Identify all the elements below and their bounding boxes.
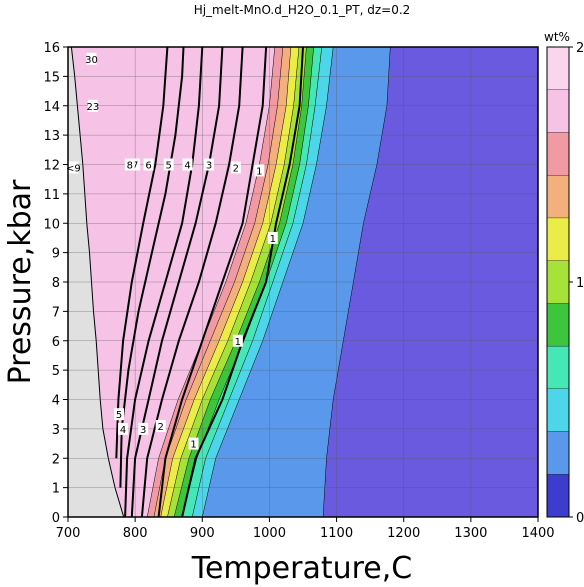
- y-tick-label-11: 11: [43, 188, 60, 203]
- colorbar-tick-label-2: 2: [576, 41, 584, 56]
- y-tick-label-13: 13: [43, 129, 60, 144]
- y-tick-label-4: 4: [52, 394, 60, 409]
- contour-line-1: [157, 46, 268, 518]
- contour-label-bg-13: [130, 158, 141, 171]
- x-tick-label-3: 1000: [253, 526, 286, 541]
- y-tick-label-1: 1: [52, 482, 60, 497]
- contour-label-bg-1: [267, 231, 278, 244]
- contour-line-3: [130, 46, 224, 518]
- colorbar-ticks: 0 1 2: [569, 41, 584, 526]
- x-tick-label-2: 900: [190, 526, 215, 541]
- colorbar-swatch-7: [546, 175, 570, 219]
- contour-label-bg-10: [163, 158, 174, 171]
- contour-label-bg-5: [155, 419, 166, 432]
- colorbar-swatch-2: [546, 388, 570, 432]
- colorbar-swatch-3: [546, 345, 570, 389]
- y-tick-label-6: 6: [52, 335, 60, 350]
- contour-label-bg-7: [138, 422, 149, 435]
- colorbar-label: wt%: [544, 30, 570, 44]
- colorbar-swatch-5: [546, 260, 570, 304]
- contour-line-2: [140, 46, 244, 518]
- x-tick-label-4: 1100: [320, 526, 353, 541]
- contour-label-13: 7: [132, 161, 138, 172]
- contour-label-bg-9: [118, 422, 129, 435]
- y-tick-label-3: 3: [52, 423, 60, 438]
- contour-label-7: 3: [140, 425, 146, 436]
- contour-label-bg-12: [143, 158, 154, 171]
- contour-label-bg-6: [204, 158, 214, 171]
- contour-label-bg-3: [188, 437, 199, 450]
- x-axis-ticks: 700 800 900 1000 1100 1200 1300 1400: [56, 517, 555, 541]
- colorbar: 0 1 2 wt%: [544, 30, 584, 526]
- y-tick-label-2: 2: [52, 452, 60, 467]
- colorbar-tick-label-1: 1: [576, 276, 584, 291]
- colorbar-swatch-8: [546, 132, 570, 176]
- colorbar-swatch-4: [546, 303, 570, 347]
- contour-line-6: [115, 46, 169, 459]
- contour-line-0: [181, 46, 304, 518]
- colorbar-swatch-1: [546, 431, 570, 475]
- contour-label-17: <9: [66, 163, 81, 174]
- contour-label-16: 30: [85, 55, 98, 66]
- contour-label-10: 5: [166, 161, 172, 172]
- contour-label-9: 4: [120, 425, 126, 436]
- contour-label-14: 8: [127, 161, 133, 172]
- contour-label-15: 23: [86, 102, 99, 113]
- y-tick-label-0: 0: [52, 511, 60, 526]
- contour-label-1: 1: [270, 234, 276, 245]
- y-tick-label-14: 14: [43, 100, 60, 115]
- y-tick-label-5: 5: [52, 364, 60, 379]
- contour-label-0: 1: [256, 166, 262, 177]
- contour-label-8: 4: [184, 161, 190, 172]
- x-tick-label-0: 700: [56, 526, 81, 541]
- colorbar-swatch-9: [546, 89, 570, 133]
- contour-label-bg-17: [68, 161, 79, 174]
- contour-label-bg-4: [230, 161, 241, 174]
- y-tick-label-12: 12: [43, 159, 60, 174]
- contour-label-bg-11: [114, 408, 125, 421]
- contour-label-12: 6: [145, 161, 151, 172]
- chart-title: Hj_melt-MnO.d_H2O_0.1_PT, dz=0.2: [194, 3, 411, 17]
- x-axis-label: Temperature,C: [191, 551, 413, 586]
- contour-label-bg-2: [232, 334, 243, 347]
- contour-label-bg-16: [86, 52, 97, 65]
- colorbar-tick-label-0: 0: [576, 511, 584, 526]
- contour-label-3: 1: [190, 440, 196, 451]
- contour-label-6: 3: [206, 161, 212, 172]
- y-tick-label-8: 8: [52, 276, 60, 291]
- x-tick-label-5: 1200: [387, 526, 420, 541]
- contour-label-4: 2: [233, 163, 239, 174]
- contour-label-bg-8: [182, 158, 193, 171]
- contour-label-bg-0: [254, 164, 265, 177]
- colorbar-swatches: [546, 46, 570, 518]
- contour-label-5: 2: [157, 422, 163, 433]
- contour-label-bg-15: [87, 99, 98, 112]
- y-tick-label-7: 7: [52, 305, 60, 320]
- colorbar-swatch-6: [546, 217, 570, 261]
- x-tick-label-6: 1300: [454, 526, 487, 541]
- contour-label-11: 5: [116, 410, 122, 421]
- contour-label-2: 1: [235, 337, 241, 348]
- y-tick-label-10: 10: [43, 217, 60, 232]
- x-tick-label-7: 1400: [521, 526, 554, 541]
- contour-line-4: [124, 46, 204, 518]
- colorbar-swatch-0: [546, 474, 570, 518]
- y-axis-label: Pressure,kbar: [3, 179, 38, 384]
- y-tick-label-9: 9: [52, 247, 60, 262]
- colorbar-swatch-10: [546, 46, 570, 90]
- contour-label-bg-14: [124, 158, 135, 171]
- y-tick-label-15: 15: [43, 70, 60, 85]
- y-tick-label-16: 16: [43, 41, 60, 56]
- x-tick-label-1: 800: [123, 526, 148, 541]
